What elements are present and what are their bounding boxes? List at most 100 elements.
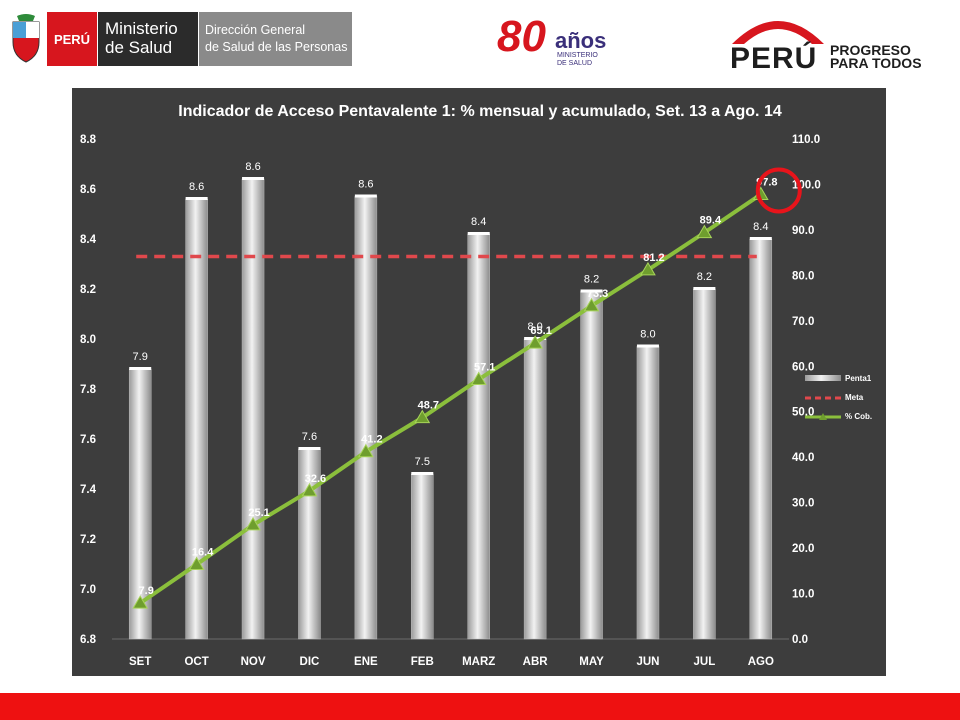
chart-title: Indicador de Acceso Pentavalente 1: % me… <box>178 103 782 120</box>
direccion-line1: Dirección General <box>205 23 306 37</box>
bar-cap <box>411 472 434 475</box>
y2-tick-label: 0.0 <box>792 634 808 646</box>
cumulative-series-line <box>139 192 762 605</box>
direccion-line2: de Salud de las Personas <box>205 40 348 54</box>
x-tick-label: DIC <box>300 656 320 668</box>
anios-word: años <box>555 28 607 53</box>
cumulative-data-label: 7.9 <box>139 585 154 597</box>
y-tick-label: 8.0 <box>80 334 96 346</box>
bar-cap <box>580 289 603 293</box>
y-tick-label: 7.2 <box>80 534 96 546</box>
cumulative-data-label: 41.2 <box>361 434 382 446</box>
bottom-bar <box>0 693 960 720</box>
bars: 7.9 8.6 8.6 7.6 8.6 7.5 8.4 8.0 8.2 8.0 8.2 8.4 <box>128 161 773 640</box>
peru-arc-icon <box>732 21 824 44</box>
cumulative-data-label: 73.3 <box>587 288 608 300</box>
x-tick-label: AGO <box>748 656 774 668</box>
bar-cap <box>185 197 208 200</box>
anios-sub1: MINISTERIO <box>557 52 598 59</box>
x-tick-label: ABR <box>523 656 549 668</box>
y-tick-label: 8.2 <box>80 284 96 296</box>
progreso-line2: PARA TODOS <box>830 55 922 71</box>
x-tick-label: NOV <box>241 656 266 668</box>
y2-tick-label: 90.0 <box>792 225 814 237</box>
cumulative-point <box>640 261 656 276</box>
peru-label: PERÚ <box>47 12 97 66</box>
cumulative-data-label: 48.7 <box>418 400 439 412</box>
cumulative-data-label: 65.1 <box>530 325 551 337</box>
ministerio-label: Ministerio de Salud <box>98 12 198 66</box>
cumulative-data-label: 89.4 <box>700 215 722 227</box>
x-tick-label: JUN <box>636 656 659 668</box>
y2-tick-label: 60.0 <box>792 361 814 373</box>
highlight-circle <box>755 167 802 214</box>
direccion-label: Dirección General de Salud de las Person… <box>199 12 352 66</box>
minsa-logo: PERÚ Ministerio de Salud Dirección Gener… <box>5 12 352 66</box>
y2-tick-label: 20.0 <box>792 543 814 555</box>
bar-cap <box>467 232 490 235</box>
peru-progreso-logo: PERÚ PROGRESO PARA TODOS <box>728 12 938 75</box>
bar-data-label: 7.6 <box>302 431 317 443</box>
bar <box>693 288 716 640</box>
y2-tick-label: 40.0 <box>792 452 814 464</box>
bar <box>749 238 773 640</box>
cumulative-line: 7.9 16.4 25.1 32.6 41.2 48.7 57.1 65.1 73.3 81.2 8… <box>132 167 802 609</box>
cumulative-data-label: 32.6 <box>305 473 326 485</box>
cumulative-data-label: 16.4 <box>192 546 214 558</box>
cumulative-point <box>132 595 149 609</box>
y-tick-label: 8.8 <box>80 134 97 146</box>
bar-cap <box>749 237 772 240</box>
y2-tick-label: 30.0 <box>792 498 814 510</box>
bar <box>636 346 660 640</box>
y2-tick-label: 10.0 <box>792 589 814 601</box>
cumulative-data-label: 57.1 <box>474 361 495 373</box>
bar-data-label: 8.0 <box>527 321 542 333</box>
x-tick-label: OCT <box>184 656 208 668</box>
anios-number: 80 <box>497 12 546 61</box>
y-tick-label: 7.0 <box>80 584 96 596</box>
x-tick-label: FEB <box>411 656 434 668</box>
x-tick-label: JUL <box>694 656 716 668</box>
legend-cum-marker <box>819 413 827 420</box>
cumulative-point <box>188 556 205 570</box>
cumulative-point <box>358 443 374 458</box>
legend-entry: Meta <box>845 393 864 402</box>
legend-bar-swatch <box>805 375 841 381</box>
bar-cap <box>693 287 716 290</box>
peru-word: PERÚ <box>730 42 818 75</box>
bar <box>354 196 378 640</box>
x-tick-label: ENE <box>354 656 378 668</box>
cumulative-data-label: 81.2 <box>643 252 664 264</box>
y-tick-label: 6.8 <box>80 634 97 646</box>
bar-data-label: 8.4 <box>471 216 486 228</box>
y-tick-label: 8.6 <box>80 184 96 196</box>
cumulative-point <box>470 371 487 385</box>
y-tick-label: 7.8 <box>80 384 97 396</box>
bar-data-label: 8.2 <box>697 271 712 283</box>
bar-data-label: 8.4 <box>753 221 768 233</box>
anios-sub2: DE SALUD <box>557 60 593 67</box>
y2-tick-label: 80.0 <box>792 270 814 282</box>
bar-data-label: 7.5 <box>415 456 430 468</box>
ministerio-line2: de Salud <box>105 38 173 57</box>
legend: Penta1 Meta % Cob. <box>805 374 872 421</box>
bar-data-label: 8.6 <box>189 181 204 193</box>
x-tick-label: SET <box>129 656 151 668</box>
80-anios-logo: 80 años MINISTERIO DE SALUD <box>495 12 615 72</box>
bar <box>467 233 490 640</box>
y2-tick-label: 70.0 <box>792 316 814 328</box>
x-tick-label: MAY <box>579 656 604 668</box>
bar-cap <box>636 344 659 348</box>
bar-cap <box>242 177 265 180</box>
bar <box>580 291 603 640</box>
bar-cap <box>298 447 321 450</box>
y-tick-label: 7.4 <box>80 484 97 496</box>
bar-data-label: 7.9 <box>133 351 148 363</box>
chart-panel: Indicador de Acceso Pentavalente 1: % me… <box>72 88 886 676</box>
bar-data-label: 8.6 <box>245 161 260 173</box>
x-tick-label: MARZ <box>462 656 495 668</box>
bar-cap <box>354 194 377 198</box>
cumulative-data-label: 25.1 <box>248 507 269 519</box>
peru-coat-of-arms-icon <box>12 14 40 63</box>
progreso-text: PROGRESO PARA TODOS <box>830 43 922 71</box>
